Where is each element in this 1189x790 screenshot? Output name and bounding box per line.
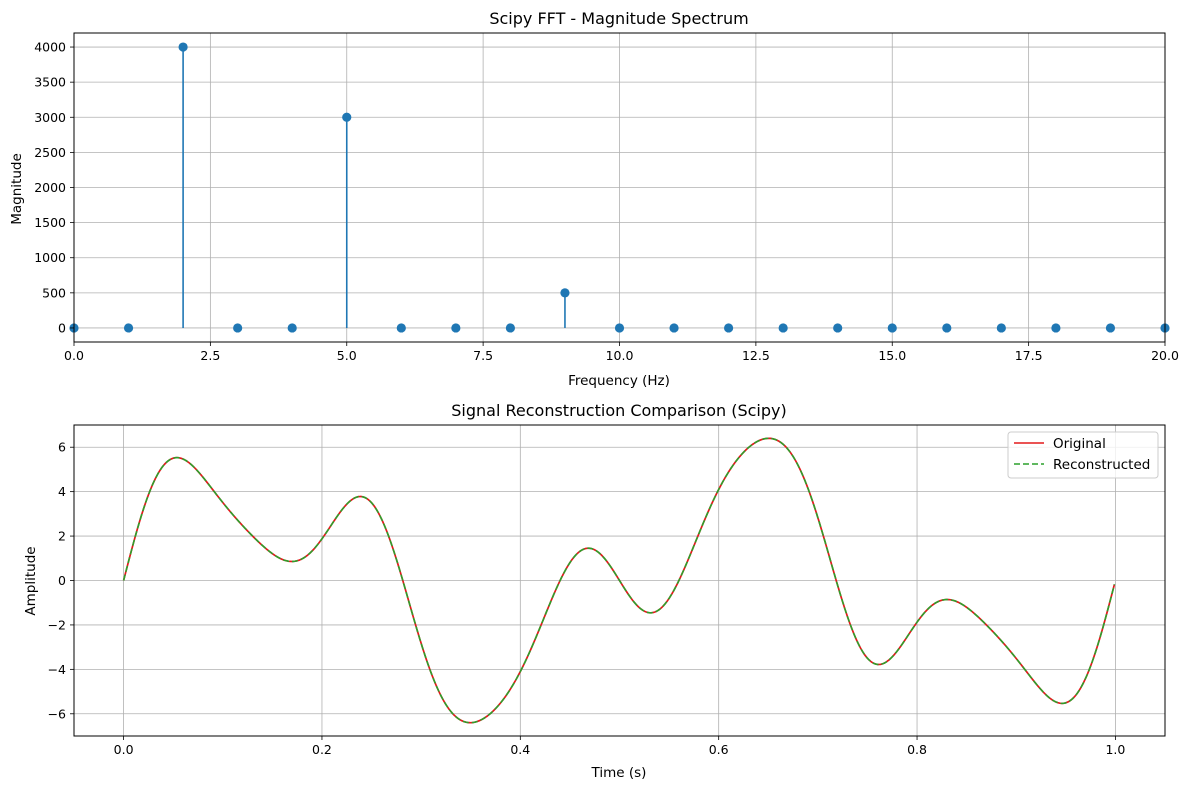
x-tick-label: 5.0 <box>337 348 357 363</box>
series-reconstructed-line <box>122 437 1116 724</box>
x-tick-label: 0.4 <box>510 742 530 757</box>
stem-marker <box>178 42 188 52</box>
legend-label-original: Original <box>1053 436 1106 452</box>
x-tick-label: 10.0 <box>606 348 634 363</box>
x-tick-label: 15.0 <box>878 348 906 363</box>
stem-marker <box>123 323 134 333</box>
y-tick-label: 4 <box>58 484 66 499</box>
stem-marker <box>669 323 679 333</box>
stem-marker <box>724 323 734 333</box>
x-tick-label: 0.2 <box>312 742 332 757</box>
legend-label-reconstructed: Reconstructed <box>1053 457 1150 473</box>
spectrum-markers <box>69 42 1170 333</box>
stem-marker <box>996 323 1006 333</box>
y-tick-label: 2500 <box>34 145 66 160</box>
y-tick-label: −6 <box>48 706 66 721</box>
x-tick-label: 0.0 <box>64 348 84 363</box>
y-tick-label: 4000 <box>34 40 66 55</box>
y-tick-label: −4 <box>48 662 66 677</box>
stem-marker <box>1051 323 1061 333</box>
legend-box <box>1007 431 1159 479</box>
y-tick-label: 6 <box>58 440 66 455</box>
x-tick-label: 0.6 <box>709 742 729 757</box>
y-tick-label: 1000 <box>34 250 66 265</box>
x-tick-label: 1.0 <box>1105 742 1125 757</box>
y-tick-label: −2 <box>48 617 66 632</box>
spectrum-y-ticks: 0 500 1000 1500 2000 2500 3000 3500 4000 <box>34 40 74 335</box>
signal-x-ticks: 0.0 0.2 0.4 0.6 0.8 1.0 <box>114 736 1125 757</box>
signal-y-ticks: −6 −4 −2 0 2 4 6 <box>48 440 74 721</box>
y-tick-label: 3500 <box>34 75 66 90</box>
signal-y-label: Amplitude <box>23 546 39 615</box>
stem-marker <box>1105 323 1116 333</box>
x-tick-label: 17.5 <box>1015 348 1043 363</box>
signal-title: Signal Reconstruction Comparison (Scipy) <box>451 401 786 420</box>
stem-marker <box>887 323 897 333</box>
y-tick-label: 3000 <box>34 110 66 125</box>
signal-x-label: Time (s) <box>591 765 647 781</box>
stem-marker <box>396 323 406 333</box>
stem-marker <box>778 323 788 333</box>
signal-lines <box>122 437 1116 724</box>
stem-marker <box>233 323 243 333</box>
spectrum-y-label: Magnitude <box>9 153 25 225</box>
stem-marker <box>560 288 570 298</box>
legend: Original Reconstructed <box>1007 431 1159 479</box>
y-tick-label: 0 <box>58 320 66 335</box>
stem-marker <box>942 323 952 333</box>
y-tick-label: 0 <box>58 573 66 588</box>
x-tick-label: 2.5 <box>200 348 220 363</box>
stem-marker <box>342 112 352 122</box>
x-tick-label: 0.8 <box>907 742 927 757</box>
spectrum-title: Scipy FFT - Magnitude Spectrum <box>489 9 748 28</box>
stem-marker <box>505 323 515 333</box>
x-tick-label: 20.0 <box>1151 348 1179 363</box>
signal-axes: Signal Reconstruction Comparison (Scipy)… <box>23 401 1166 781</box>
y-tick-label: 2000 <box>34 180 66 195</box>
stem-marker <box>614 323 625 333</box>
spectrum-x-label: Frequency (Hz) <box>568 373 670 389</box>
y-tick-label: 1500 <box>34 215 66 230</box>
stem-marker <box>833 323 843 333</box>
x-tick-label: 12.5 <box>742 348 770 363</box>
spectrum-grid <box>73 33 1166 342</box>
stem-marker <box>451 323 461 333</box>
y-tick-label: 2 <box>58 529 66 544</box>
signal-grid <box>74 425 1165 736</box>
x-tick-label: 7.5 <box>473 348 493 363</box>
x-tick-label: 0.0 <box>114 742 134 757</box>
y-tick-label: 500 <box>42 285 66 300</box>
spectrum-x-ticks: 0.0 2.5 5.0 7.5 10.0 12.5 15.0 17.5 20.0 <box>64 342 1179 363</box>
stem-marker <box>287 323 297 333</box>
spectrum-stems <box>182 47 566 328</box>
spectrum-axes: Scipy FFT - Magnitude Spectrum 0.0 2.5 5.0… <box>9 9 1179 389</box>
